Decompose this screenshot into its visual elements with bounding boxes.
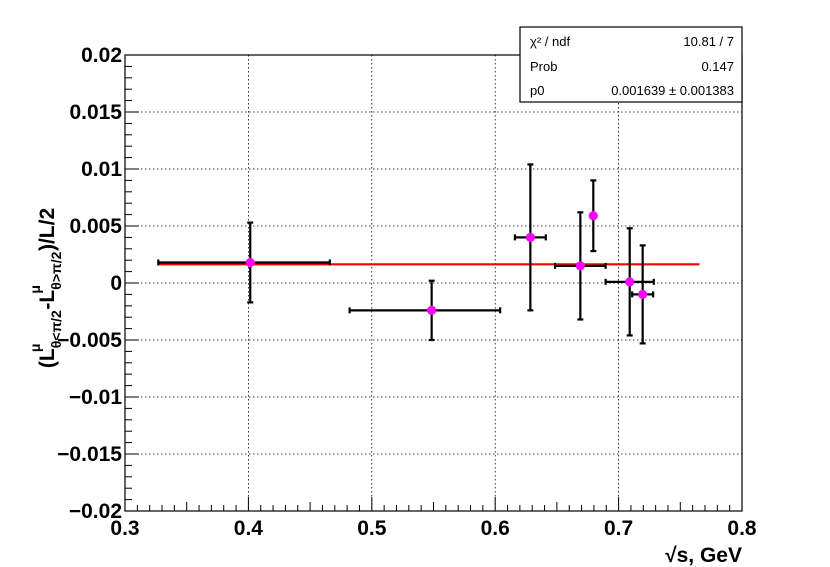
y-title-sub2: θ>π/2: [48, 251, 64, 289]
data-point-marker: [625, 277, 635, 287]
data-point-marker: [427, 305, 437, 315]
x-tick-label: 0.3: [110, 517, 139, 540]
y-tick-label: −0.005: [57, 329, 122, 352]
y-tick-labels: −0.02 −0.015 −0.01 −0.005 0 0.005 0.01 0.015 0.0…: [57, 44, 122, 523]
y-title-sub1: θ<π/2: [48, 310, 64, 348]
x-tick-label: 0.7: [604, 517, 633, 540]
y-axis-title: (Lθ<π/2μ-Lθ>π/2μ)/L/2: [27, 208, 64, 368]
data-point-marker: [638, 289, 648, 299]
y-tick-label: 0.015: [69, 101, 122, 124]
stats-value-prob: 0.147: [701, 59, 734, 74]
y-title-sup1: μ: [27, 344, 43, 353]
x-tick-label: 0.8: [727, 517, 757, 540]
stats-box-frame: [519, 26, 743, 103]
y-tick-label: 0.02: [81, 44, 122, 67]
data-point-marker: [245, 257, 255, 268]
y-title-sup2: μ: [27, 285, 43, 294]
x-axis-title: √s, GeV: [665, 544, 742, 567]
stats-value-chi2: 10.81 / 7: [683, 34, 734, 49]
data-point-marker: [588, 211, 598, 221]
y-tick-label: 0: [110, 272, 122, 295]
stats-label-p0: p0: [530, 83, 544, 98]
stats-value-p0: 0.001639 ± 0.001383: [611, 83, 734, 98]
x-tick-label: 0.6: [481, 517, 510, 540]
error-bars: [157, 163, 655, 345]
stats-label-chi2: χ² / ndf: [530, 34, 570, 49]
data-markers: [245, 211, 648, 315]
y-tick-label: 0.01: [81, 158, 122, 181]
y-tick-label: −0.015: [57, 443, 122, 466]
stats-label-prob: Prob: [530, 59, 557, 74]
data-point-errorbar: [157, 221, 331, 304]
y-title-close: )/L/2: [36, 208, 59, 251]
x-tick-labels: 0.3 0.4 0.5 0.6 0.7 0.8: [110, 517, 757, 540]
x-tick-label: 0.5: [357, 517, 387, 540]
axis-ticks: [124, 54, 743, 512]
y-title-minus: -L: [36, 290, 59, 310]
y-tick-label: −0.02: [69, 500, 122, 523]
x-tick-label: 0.4: [234, 517, 264, 540]
svg-text:(Lθ<π/2μ-Lθ>π/2μ)/L/2: (Lθ<π/2μ-Lθ>π/2μ)/L/2: [27, 208, 64, 368]
data-point-marker: [575, 261, 585, 271]
y-tick-label: 0.005: [69, 215, 122, 238]
grid: [125, 55, 742, 511]
stats-box: χ² / ndf 10.81 / 7 Prob 0.147 p0 0.00163…: [519, 26, 743, 103]
y-tick-label: −0.01: [69, 386, 122, 409]
y-title-open: (L: [36, 348, 59, 368]
data-point-marker: [525, 232, 535, 242]
